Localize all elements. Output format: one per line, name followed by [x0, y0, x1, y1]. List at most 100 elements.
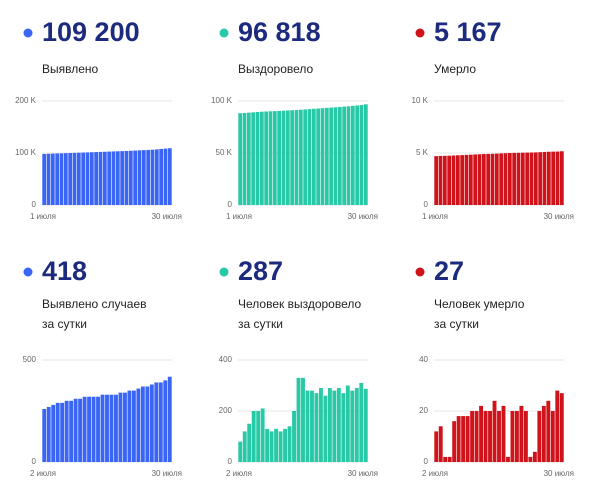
bar [120, 151, 125, 205]
x-tick-label: 30 июля [348, 212, 378, 221]
y-tick-label: 0 [424, 200, 429, 209]
bar [136, 388, 141, 462]
bar [292, 411, 296, 462]
bar [323, 395, 328, 462]
bar [320, 108, 325, 205]
legend-dot [415, 267, 425, 277]
bar [551, 151, 556, 205]
y-tick-label: 200 [219, 406, 233, 415]
y-tick-label: 100 K [15, 148, 37, 157]
bar [468, 154, 473, 205]
bar [290, 110, 295, 205]
bar [456, 416, 461, 462]
bar [452, 421, 457, 462]
metric-label: за сутки [238, 317, 283, 331]
bar [149, 384, 154, 462]
bar [89, 152, 94, 205]
bar [473, 154, 478, 205]
headline-number: 5 167 [434, 17, 502, 47]
bar [341, 393, 346, 462]
bar [510, 411, 515, 462]
bar [111, 151, 116, 205]
bar [272, 111, 277, 205]
y-tick-label: 20 [419, 406, 428, 415]
x-tick-label: 30 июля [152, 212, 182, 221]
metric-label: Выявлено случаев [42, 297, 147, 311]
bar [559, 151, 564, 205]
bar [350, 105, 355, 205]
bar [507, 153, 512, 205]
bar [76, 152, 81, 205]
bar [537, 411, 542, 462]
bar [102, 151, 107, 205]
bar [477, 154, 482, 205]
bar [154, 149, 159, 205]
bar [355, 105, 360, 205]
y-tick-label: 500 [23, 355, 37, 364]
bar [251, 411, 256, 462]
bar [460, 155, 465, 205]
bar [124, 150, 129, 205]
bar [354, 388, 359, 462]
bar [122, 392, 127, 462]
bar [481, 154, 486, 205]
y-tick-label: 200 K [15, 96, 37, 105]
bar [281, 110, 286, 205]
bar [238, 441, 243, 462]
x-tick-label: 1 июля [422, 212, 448, 221]
bar [127, 390, 132, 462]
bar [167, 148, 172, 205]
bar [363, 388, 368, 462]
bar [546, 400, 551, 462]
bar [516, 152, 521, 205]
bar [260, 408, 265, 462]
y-tick-label: 5 K [416, 148, 429, 157]
bar [247, 423, 252, 462]
legend-dot [219, 267, 229, 277]
bar [465, 416, 470, 462]
bar [324, 107, 329, 205]
y-tick-label: 0 [32, 457, 37, 466]
bar [285, 110, 290, 205]
bar [314, 393, 319, 462]
bar [251, 112, 256, 205]
bar [542, 151, 547, 205]
bar [105, 394, 109, 462]
bar [442, 155, 447, 205]
bar [91, 396, 96, 462]
bar [87, 396, 92, 462]
bar [345, 385, 350, 462]
headline-number: 27 [434, 256, 464, 286]
bar [163, 148, 168, 205]
bar [81, 152, 86, 205]
metric-label: за сутки [42, 317, 87, 331]
bar [488, 411, 492, 462]
bar [499, 153, 504, 205]
bar [42, 153, 47, 205]
legend-dot [415, 28, 425, 38]
bar [555, 390, 560, 462]
bar [479, 405, 484, 462]
bar [98, 151, 103, 205]
bar [336, 388, 341, 462]
y-tick-label: 40 [419, 355, 428, 364]
bar [78, 398, 83, 462]
x-tick-label: 2 июля [226, 469, 252, 478]
bar [296, 377, 301, 462]
bar [159, 148, 164, 205]
bar [447, 155, 452, 205]
bar [503, 153, 508, 205]
bar [68, 153, 73, 205]
bar [529, 152, 534, 205]
bar [42, 408, 47, 462]
bar [277, 110, 282, 205]
bar [145, 386, 150, 462]
y-tick-label: 10 K [412, 96, 429, 105]
bar [146, 149, 151, 205]
bar [60, 402, 65, 462]
bar [305, 390, 310, 462]
bar [73, 398, 78, 462]
x-tick-label: 1 июля [30, 212, 56, 221]
bar [497, 411, 501, 462]
bar [158, 382, 163, 462]
